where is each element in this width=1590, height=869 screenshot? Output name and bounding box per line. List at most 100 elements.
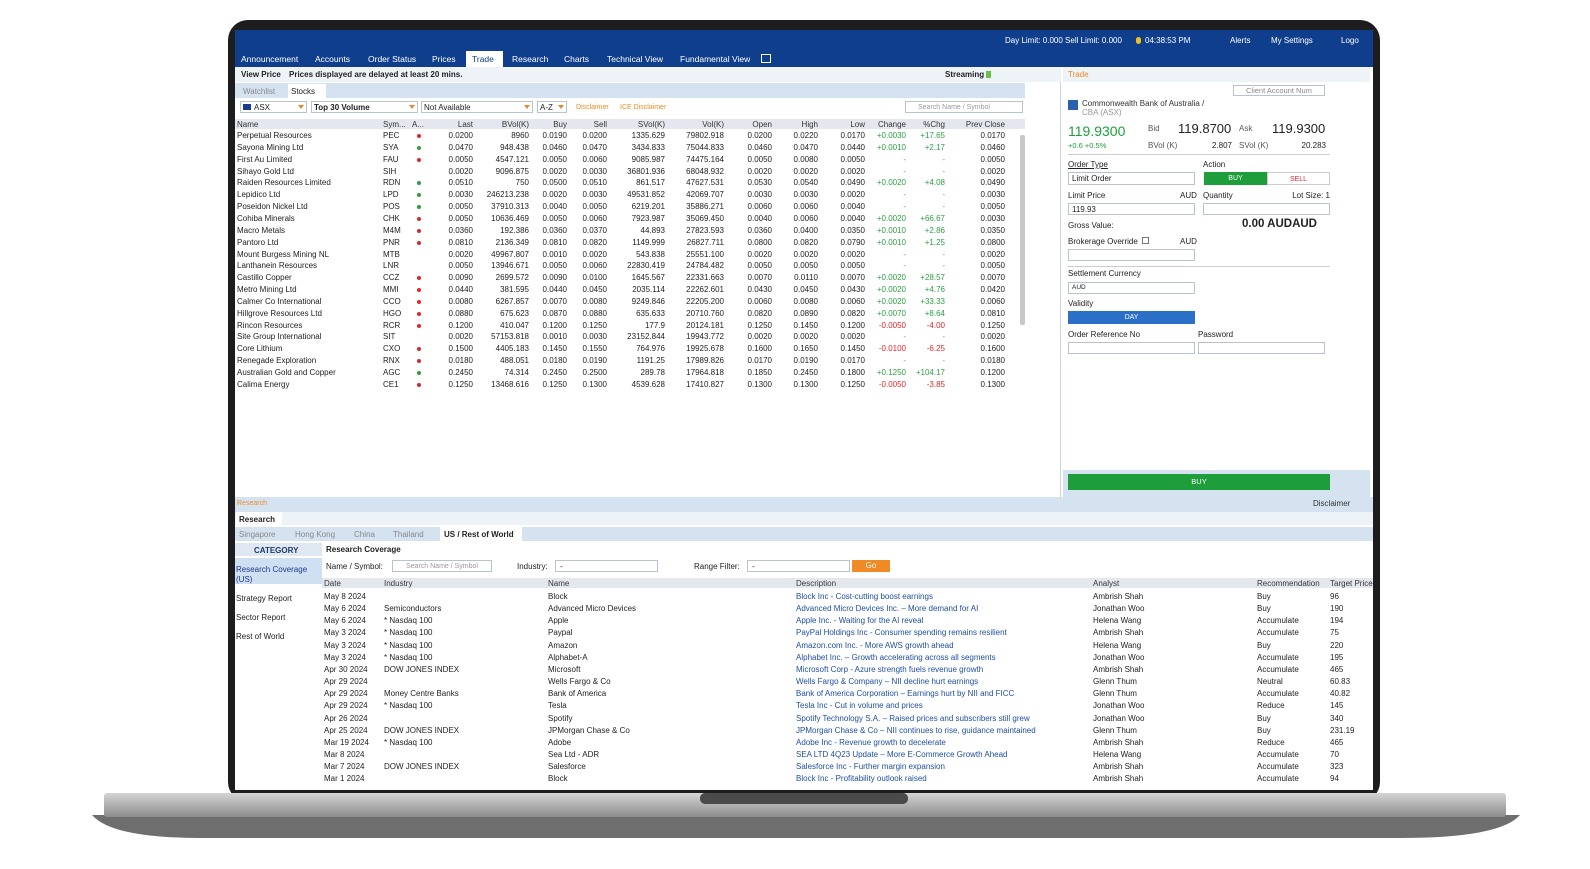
password-input[interactable] — [1198, 342, 1325, 354]
research-cell[interactable]: Tesla Inc - Cut in volume and prices — [796, 701, 923, 711]
stock-cell: - — [942, 166, 945, 176]
stock-cell: 488.051 — [500, 356, 529, 366]
brokerage-checkbox[interactable] — [1142, 237, 1149, 244]
nav-tab[interactable]: Prices — [432, 54, 456, 64]
stock-cell: MTB — [383, 249, 400, 259]
stock-cell: 0.0050 — [793, 261, 818, 271]
research-cell[interactable]: Salesforce Inc - Further margin expansio… — [796, 762, 945, 772]
column-header: SVol(K) — [637, 120, 665, 129]
research-cell[interactable]: Advanced Micro Devices Inc. – More deman… — [796, 604, 979, 614]
stock-cell: CCZ — [383, 273, 400, 283]
stock-cell: 22262.601 — [686, 285, 724, 295]
order-type-select[interactable] — [1068, 172, 1195, 185]
buy-toggle[interactable]: BUY — [1204, 172, 1267, 185]
quantity-input[interactable] — [1203, 203, 1330, 215]
limit-price-input[interactable]: 119.93 — [1068, 203, 1195, 215]
brokerage-input[interactable] — [1068, 249, 1195, 261]
stock-cell: 0.0360 — [448, 225, 473, 235]
country-tab[interactable]: China — [354, 530, 375, 539]
research-cell[interactable]: Adobe Inc - Revenue growth to decelerate — [796, 737, 946, 747]
go-button[interactable]: Go — [852, 560, 890, 572]
stock-search[interactable] — [905, 101, 1023, 113]
filter-select[interactable] — [240, 101, 307, 113]
category-item[interactable]: Rest of World — [236, 632, 285, 641]
research-cell: Buy — [1257, 592, 1271, 601]
stocks-tab[interactable]: Stocks — [291, 87, 316, 96]
research-cell[interactable]: SEA LTD 4Q23 Update – More E-Commerce Gr… — [796, 749, 1008, 759]
stock-cell: 0.0020 — [980, 332, 1005, 342]
nav-tab[interactable]: Announcement — [241, 54, 299, 64]
country-tab[interactable]: Thailand — [393, 530, 424, 539]
nav-tab[interactable]: Accounts — [315, 54, 350, 64]
research-cell: Mar 7 2024 — [324, 762, 365, 772]
logout-link[interactable]: Logo — [1341, 36, 1359, 45]
stock-cell: 0.1300 — [582, 379, 607, 389]
research-cell[interactable]: Alphabet Inc. – Growth accelerating acro… — [796, 652, 996, 662]
reference-input[interactable] — [1068, 342, 1195, 354]
country-tab[interactable]: US / Rest of World — [444, 530, 514, 539]
research-cell[interactable]: Amazon.com Inc. - More AWS growth ahead — [796, 640, 954, 650]
stocks-tab[interactable]: Watchlist — [243, 87, 276, 96]
research-cell[interactable]: Apple Inc. - Waiting for the AI reveal — [796, 616, 924, 626]
day-limits: Day Limit: 0.000 Sell Limit: 0.000 — [1005, 36, 1122, 45]
research-cell: Buy — [1257, 604, 1271, 614]
sell-toggle[interactable]: SELL — [1267, 172, 1330, 185]
stock-cell: - — [942, 249, 945, 259]
filter-select[interactable] — [311, 101, 418, 113]
research-cell: Neutral — [1257, 677, 1283, 687]
nav-tab[interactable]: Order Status — [368, 54, 417, 64]
stock-cell: 0.0060 — [793, 202, 818, 212]
submit-button[interactable]: BUY — [1068, 474, 1330, 490]
stock-cell: 543.838 — [636, 249, 665, 259]
nav-add[interactable] — [761, 54, 771, 63]
industry-select[interactable]: - — [555, 560, 658, 572]
research-cell[interactable]: Block Inc - Profitability outlook raised — [796, 774, 927, 784]
research-cell[interactable]: Bank of America Corporation – Earnings h… — [796, 689, 1015, 699]
research-cell: * Nasdaq 100 — [384, 737, 433, 747]
disclaimer-link[interactable]: Disclaimer — [576, 104, 609, 111]
nav-tab[interactable]: Fundamental View — [680, 54, 751, 64]
stock-cell: 19925.678 — [686, 344, 724, 354]
research-cell[interactable]: Block Inc - Cost-cutting boost earnings — [796, 592, 933, 601]
nav-tab[interactable]: Research — [512, 54, 549, 64]
nav-tab[interactable]: Technical View — [607, 54, 664, 64]
research-cell[interactable]: PayPal Holdings Inc - Consumer spending … — [796, 628, 1007, 638]
alerts-link[interactable]: Alerts — [1230, 36, 1251, 45]
nav-tab[interactable]: Trade — [472, 54, 494, 64]
category-item[interactable]: Sector Report — [236, 613, 286, 622]
stock-cell: - — [942, 356, 945, 366]
research-cell[interactable]: JPMorgan Chase & Co – NII continues to r… — [796, 725, 1036, 735]
svol-label: SVol (K) — [1239, 141, 1269, 150]
research-cell[interactable]: Wells Fargo & Company – NII decline hurt… — [796, 677, 979, 687]
stock-cell: 0.0060 — [747, 296, 772, 306]
stock-cell: 37910.313 — [491, 202, 529, 212]
research-cell[interactable]: Spotify Technology S.A. – Raised prices … — [796, 713, 1030, 723]
filter-select[interactable] — [421, 101, 533, 113]
country-tab[interactable]: Hong Kong — [295, 530, 336, 539]
research-cell[interactable]: Microsoft Corp - Azure strength fuels re… — [796, 664, 984, 674]
filter-select[interactable] — [537, 101, 567, 113]
stock-cell: +104.17 — [915, 368, 945, 377]
range-select[interactable]: - — [747, 560, 850, 572]
scrollbar — [1020, 135, 1025, 325]
trade-disclaimer[interactable]: Disclaimer — [1313, 499, 1351, 508]
research-tab-text[interactable]: Research — [239, 515, 276, 524]
validity-select[interactable]: DAY — [1068, 311, 1195, 324]
account-input[interactable] — [1233, 85, 1325, 96]
country-tab[interactable]: Singapore — [239, 530, 276, 539]
research-search[interactable] — [392, 560, 492, 572]
category-item[interactable]: Strategy Report — [236, 594, 293, 603]
stock-cell: 0.1300 — [980, 379, 1005, 389]
settings-link[interactable]: My Settings — [1271, 36, 1313, 45]
nav-tab[interactable]: Charts — [564, 54, 590, 64]
disclaimer-link[interactable]: ICE Disclaimer — [620, 104, 667, 111]
settlement-select[interactable]: AUD — [1068, 282, 1195, 294]
stock-cell: 9249.846 — [631, 296, 665, 306]
trend-dot — [417, 311, 421, 316]
stock-cell: 750 — [515, 178, 529, 188]
stock-cell: 0.0220 — [793, 131, 818, 140]
category-item[interactable]: Research Coverage (US) — [236, 565, 308, 584]
stock-cell: +0.0020 — [876, 273, 906, 283]
research-cell: Ambrish Shah — [1093, 762, 1144, 772]
research-cell: Apr 26 2024 — [324, 713, 368, 723]
